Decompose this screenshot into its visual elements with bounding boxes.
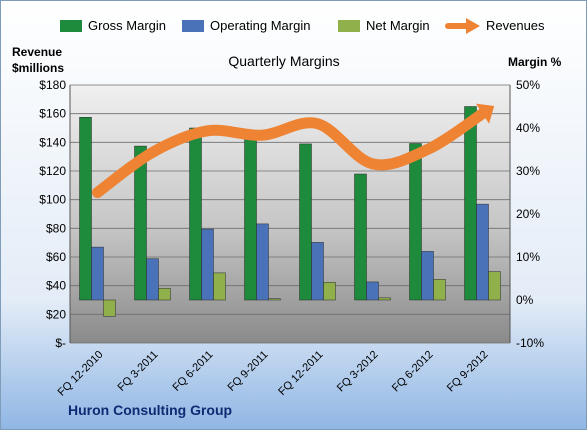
legend-label-net: Net Margin bbox=[366, 18, 430, 33]
bar-net-margin bbox=[378, 297, 391, 301]
legend-swatch-revenues bbox=[445, 18, 480, 34]
left-axis-label-line2: $millions bbox=[12, 61, 64, 75]
bar-net-margin bbox=[433, 279, 446, 301]
bar-operating-margin bbox=[201, 228, 214, 301]
right-axis-ticks: -10% 0% 10% 20% 30% 40% 50% bbox=[516, 78, 544, 350]
bar-gross-margin bbox=[354, 173, 367, 301]
bar-gross-margin bbox=[409, 143, 422, 301]
bar-net-margin bbox=[213, 272, 226, 301]
bar-operating-margin bbox=[311, 242, 324, 301]
right-tick-label: 0% bbox=[516, 293, 534, 307]
bar-net-margin bbox=[268, 298, 281, 301]
revenue-line bbox=[92, 108, 488, 198]
left-tick-label: $- bbox=[55, 336, 66, 350]
chart-title: Quarterly Margins bbox=[228, 53, 339, 69]
legend: Gross Margin Operating Margin Net Margin… bbox=[60, 18, 545, 34]
bar-gross-margin bbox=[79, 117, 92, 301]
legend-swatch-gross bbox=[60, 20, 82, 32]
bar-operating-margin bbox=[476, 203, 489, 301]
revenue-arrowhead bbox=[475, 103, 495, 124]
left-tick-label: $180 bbox=[39, 78, 66, 92]
footer-company-name: Huron Consulting Group bbox=[68, 402, 232, 418]
bar-operating-margin bbox=[421, 251, 434, 301]
legend-label-revenues: Revenues bbox=[486, 18, 545, 33]
left-tick-label: $60 bbox=[46, 250, 66, 264]
right-tick-label: 50% bbox=[516, 78, 540, 92]
bar-net-margin bbox=[488, 271, 501, 301]
left-tick-label: $140 bbox=[39, 135, 66, 149]
legend-label-gross: Gross Margin bbox=[88, 18, 166, 33]
bar-net-margin bbox=[158, 288, 171, 301]
bar-gross-margin bbox=[244, 130, 257, 301]
left-tick-label: $160 bbox=[39, 107, 66, 121]
bar-operating-margin bbox=[256, 223, 269, 301]
legend-swatch-operating bbox=[182, 20, 204, 32]
right-tick-label: 30% bbox=[516, 164, 540, 178]
bar-gross-margin bbox=[299, 143, 312, 301]
bar-operating-margin bbox=[146, 258, 159, 301]
bar-gross-margin bbox=[464, 106, 477, 301]
revenue-series bbox=[92, 103, 495, 198]
bar-gross-margin bbox=[134, 145, 147, 301]
bar-gross-margin bbox=[189, 127, 202, 301]
bar-net-margin bbox=[103, 299, 116, 317]
left-axis-label-line1: Revenue bbox=[12, 45, 62, 59]
legend-swatch-net bbox=[338, 20, 360, 32]
right-tick-label: -10% bbox=[516, 336, 544, 350]
right-tick-label: 10% bbox=[516, 250, 540, 264]
left-tick-label: $120 bbox=[39, 164, 66, 178]
left-tick-label: $100 bbox=[39, 193, 66, 207]
legend-label-operating: Operating Margin bbox=[210, 18, 310, 33]
right-tick-label: 40% bbox=[516, 121, 540, 135]
bar-operating-margin bbox=[366, 281, 379, 301]
right-tick-label: 20% bbox=[516, 207, 540, 221]
right-axis-label: Margin % bbox=[508, 55, 562, 69]
left-tick-label: $80 bbox=[46, 221, 66, 235]
bar-operating-margin bbox=[91, 246, 104, 301]
left-tick-label: $20 bbox=[46, 307, 66, 321]
left-tick-label: $40 bbox=[46, 279, 66, 293]
left-axis-ticks: $- $20 $40 $60 $80 $100 $120 $140 $160 $180 bbox=[39, 78, 66, 350]
bar-series bbox=[79, 106, 501, 317]
bar-net-margin bbox=[323, 282, 336, 301]
